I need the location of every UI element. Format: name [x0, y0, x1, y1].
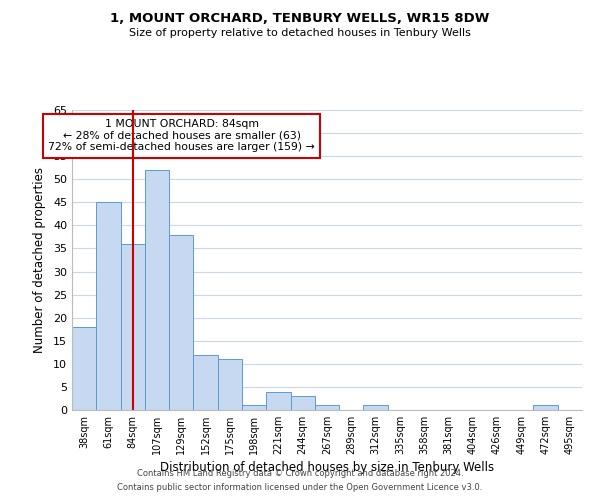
Bar [315, 406, 339, 410]
Text: 1, MOUNT ORCHARD, TENBURY WELLS, WR15 8DW: 1, MOUNT ORCHARD, TENBURY WELLS, WR15 8D… [110, 12, 490, 26]
Text: Contains public sector information licensed under the Open Government Licence v3: Contains public sector information licen… [118, 484, 482, 492]
Text: Contains HM Land Registry data © Crown copyright and database right 2024.: Contains HM Land Registry data © Crown c… [137, 468, 463, 477]
Bar [121, 244, 145, 410]
Bar [290, 396, 315, 410]
Bar [364, 406, 388, 410]
Bar [169, 234, 193, 410]
Bar [96, 202, 121, 410]
Text: Size of property relative to detached houses in Tenbury Wells: Size of property relative to detached ho… [129, 28, 471, 38]
Bar [218, 359, 242, 410]
Bar [242, 406, 266, 410]
X-axis label: Distribution of detached houses by size in Tenbury Wells: Distribution of detached houses by size … [160, 461, 494, 474]
Bar [72, 327, 96, 410]
Text: 1 MOUNT ORCHARD: 84sqm
← 28% of detached houses are smaller (63)
72% of semi-det: 1 MOUNT ORCHARD: 84sqm ← 28% of detached… [48, 119, 315, 152]
Bar [266, 392, 290, 410]
Bar [145, 170, 169, 410]
Bar [193, 354, 218, 410]
Bar [533, 406, 558, 410]
Y-axis label: Number of detached properties: Number of detached properties [33, 167, 46, 353]
